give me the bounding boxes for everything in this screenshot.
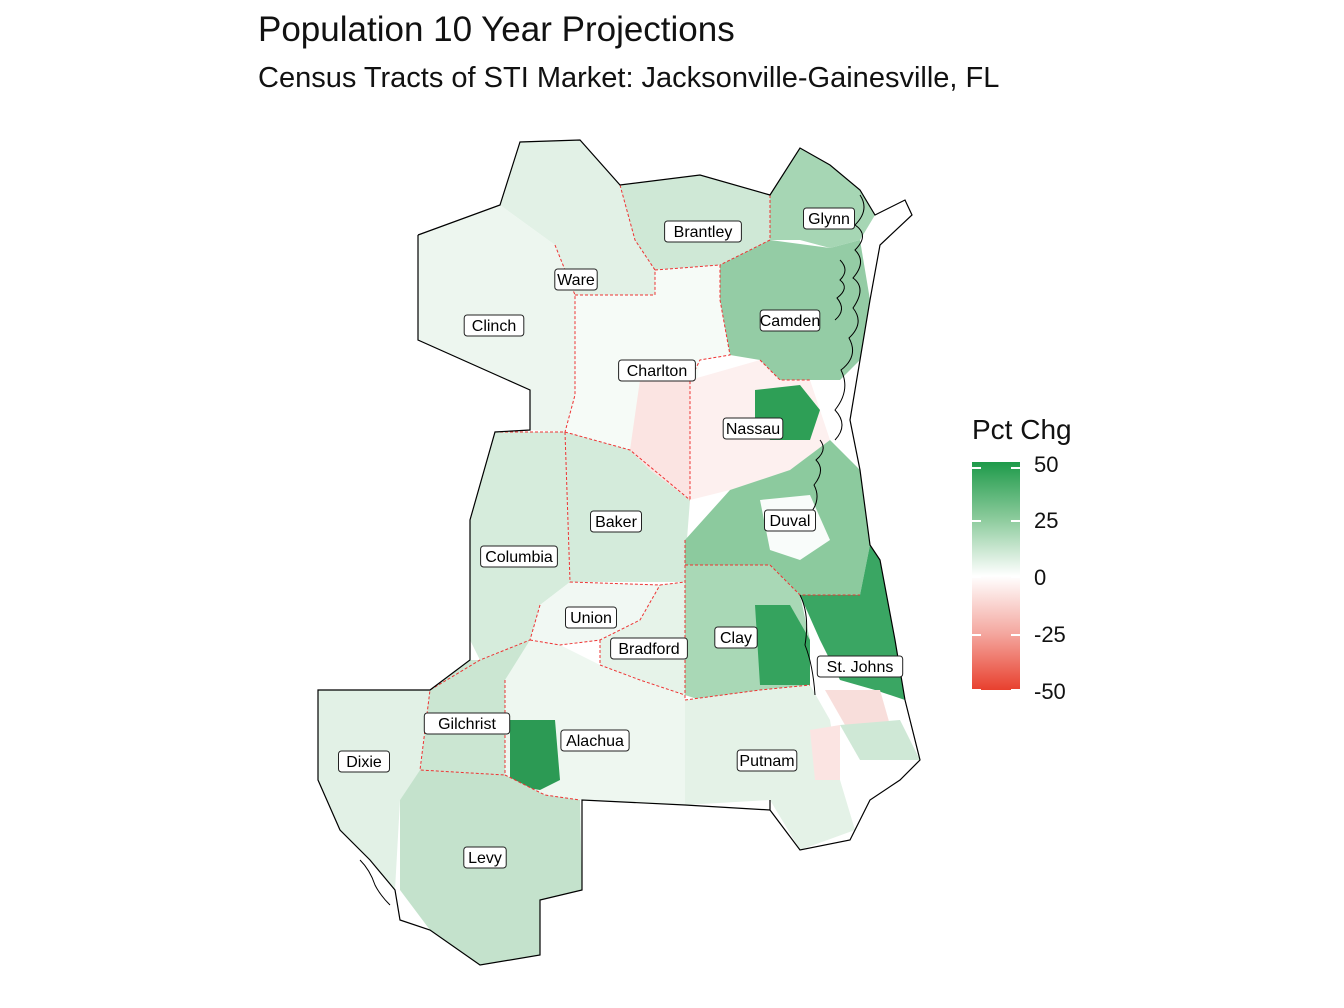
- county-region-putnam-pink: [810, 725, 840, 780]
- legend-tick-mark: [972, 634, 981, 636]
- county-region-clay-east: [755, 605, 810, 685]
- county-label-box: [736, 749, 798, 772]
- legend-tick-mark: [972, 576, 981, 578]
- county-label-alachua: Alachua: [560, 729, 630, 752]
- county-label-box: [618, 359, 696, 382]
- county-label-columbia: Columbia: [480, 545, 558, 568]
- county-label-camden: Camden: [759, 309, 821, 332]
- county-label-text: Clinch: [472, 318, 516, 335]
- county-regions: [318, 140, 920, 965]
- county-region-stjohns-coast: [840, 720, 920, 760]
- legend-tick-label: -25: [1034, 622, 1066, 647]
- legend-tick-mark: [1011, 689, 1020, 691]
- county-label-box: [803, 207, 855, 230]
- county-label-levy: Levy: [463, 846, 507, 869]
- county-label-text: Putnam: [739, 753, 794, 770]
- county-region-alachua-tract: [510, 720, 560, 790]
- county-region-stjohns-south: [825, 690, 890, 725]
- county-label-dixie: Dixie: [338, 750, 390, 773]
- county-label-text: St. Johns: [827, 659, 894, 676]
- county-label-box: [590, 510, 642, 533]
- county-label-box: [664, 220, 742, 243]
- county-label-box: [816, 655, 904, 678]
- county-label-stjohns: St. Johns: [816, 655, 904, 678]
- county-label-box: [463, 314, 525, 337]
- county-label-box: [560, 729, 630, 752]
- county-label-charlton: Charlton: [618, 359, 696, 382]
- county-label-duval: Duval: [764, 509, 816, 532]
- county-label-glynn: Glynn: [803, 207, 855, 230]
- county-region-charlton-south: [630, 380, 690, 500]
- county-label-text: Charlton: [627, 363, 687, 380]
- county-label-text: Gilchrist: [438, 716, 496, 733]
- county-region-ware: [500, 140, 655, 295]
- county-label-text: Dixie: [346, 754, 382, 771]
- county-label-box: [722, 417, 784, 440]
- county-labels: Glynn Brantley Ware Camden Clinch Charlton Nas…: [338, 207, 904, 869]
- county-label-box: [764, 509, 816, 532]
- legend-tick-mark: [1011, 520, 1020, 522]
- legend-tick-mark: [972, 520, 981, 522]
- county-label-text: Bradford: [618, 641, 679, 658]
- legend-tick-label: 25: [1034, 508, 1059, 533]
- county-label-box: [463, 846, 507, 869]
- county-label-text: Duval: [770, 513, 811, 530]
- county-region-baker: [565, 432, 690, 582]
- county-label-box: [610, 637, 688, 660]
- county-label-baker: Baker: [590, 510, 642, 533]
- county-label-text: Baker: [595, 514, 637, 531]
- county-label-text: Union: [570, 610, 612, 627]
- county-label-box: [714, 626, 758, 649]
- county-label-clinch: Clinch: [463, 314, 525, 337]
- county-label-text: Clay: [720, 630, 752, 647]
- county-label-nassau: Nassau: [722, 417, 784, 440]
- county-label-clay: Clay: [714, 626, 758, 649]
- county-label-bradford: Bradford: [610, 637, 688, 660]
- county-region-glynn: [770, 148, 875, 248]
- county-label-ware: Ware: [554, 268, 598, 291]
- legend-tick-mark: [1011, 467, 1020, 469]
- county-label-text: Ware: [557, 272, 595, 289]
- legend-tick-mark: [972, 689, 981, 691]
- legend-tick-mark: [1011, 576, 1020, 578]
- legend-title: Pct Chg: [972, 414, 1072, 445]
- county-label-box: [759, 309, 821, 332]
- county-label-box: [338, 750, 390, 773]
- legend-tick-mark: [972, 467, 981, 469]
- county-label-brantley: Brantley: [664, 220, 742, 243]
- county-label-box: [423, 712, 511, 735]
- chart-subtitle: Census Tracts of STI Market: Jacksonvill…: [258, 62, 1000, 94]
- county-label-text: Alachua: [566, 733, 624, 750]
- county-label-union: Union: [565, 606, 617, 629]
- county-label-gilchrist: Gilchrist: [423, 712, 511, 735]
- county-label-box: [480, 545, 558, 568]
- county-region-dixie: [318, 690, 430, 890]
- county-region-gilchrist: [420, 640, 530, 775]
- region-outline: [317, 139, 921, 966]
- county-label-text: Glynn: [808, 211, 850, 228]
- county-label-box: [565, 606, 617, 629]
- legend-tick-label: 50: [1034, 452, 1059, 477]
- county-label-text: Camden: [760, 313, 820, 330]
- county-label-text: Levy: [468, 850, 502, 867]
- county-label-text: Columbia: [485, 549, 553, 566]
- county-label-text: Brantley: [674, 224, 733, 241]
- coastline: [359, 194, 865, 906]
- legend-tick-label: 0: [1034, 565, 1047, 590]
- legend-tick-label: -50: [1034, 679, 1066, 704]
- county-label-box: [554, 268, 598, 291]
- chart-title: Population 10 Year Projections: [258, 10, 735, 49]
- county-label-text: Nassau: [726, 421, 780, 438]
- legend-tick-mark: [1011, 634, 1020, 636]
- county-label-putnam: Putnam: [736, 749, 798, 772]
